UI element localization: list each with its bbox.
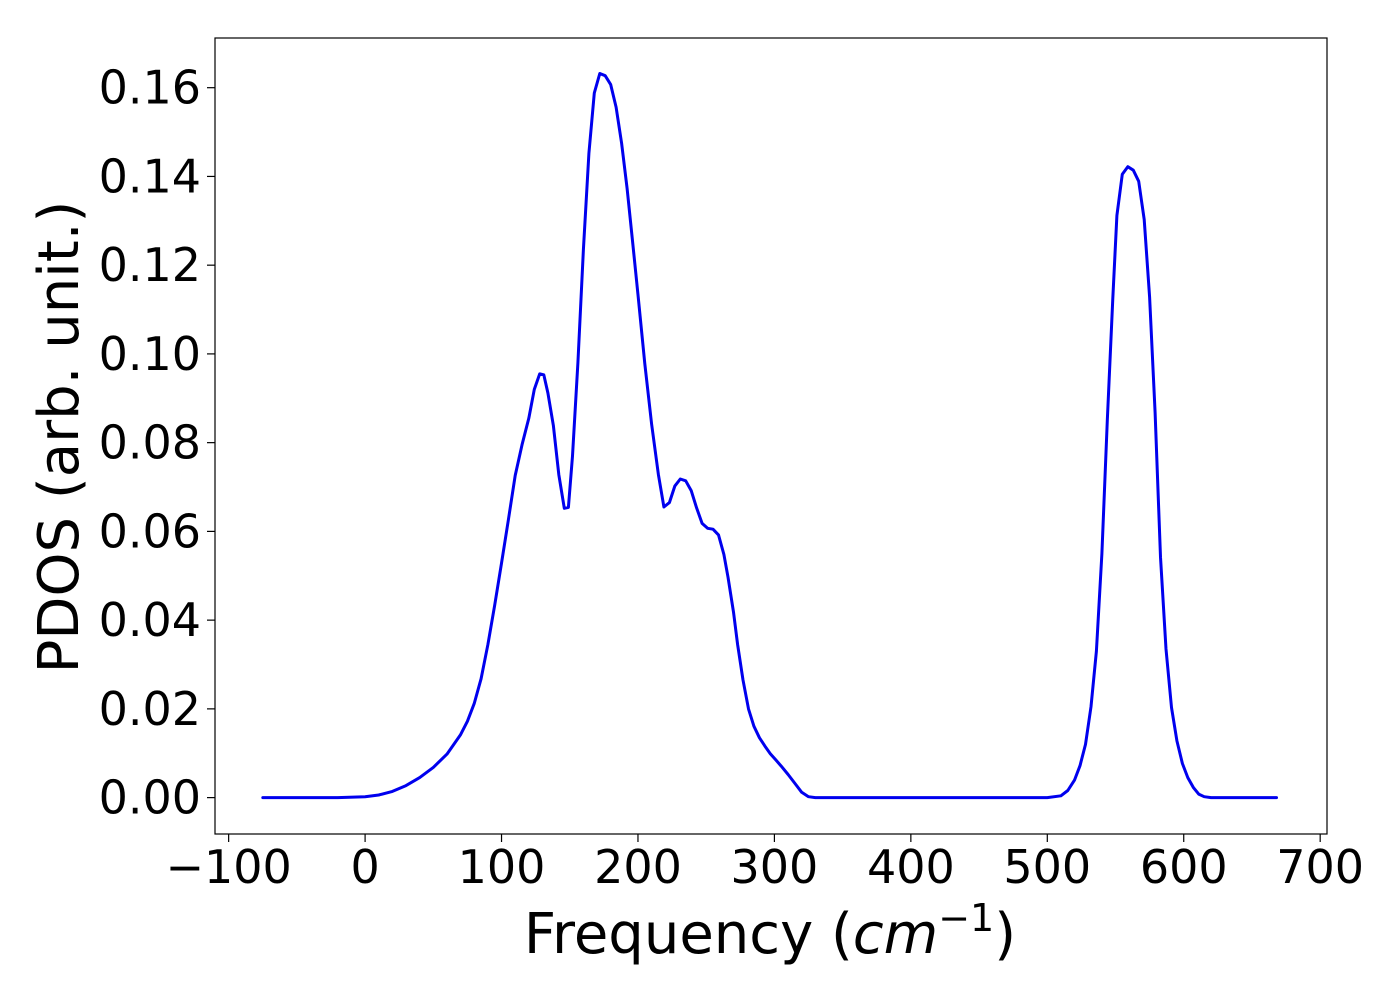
- x-tick-label: 100: [458, 840, 546, 894]
- y-tick-label: 0.10: [99, 327, 201, 381]
- y-tick-label: 0.04: [99, 593, 201, 647]
- y-tick-label: 0.06: [99, 504, 201, 558]
- x-tick-label: 700: [1276, 840, 1364, 894]
- plot-frame: [214, 37, 1328, 835]
- x-tick-label: 400: [867, 840, 955, 894]
- y-tick-label: 0.08: [99, 416, 201, 470]
- x-tick-label: −100: [165, 840, 291, 894]
- y-tick-label: 0.02: [99, 682, 201, 736]
- x-tick-label: 600: [1140, 840, 1228, 894]
- x-tick-label: 500: [1003, 840, 1091, 894]
- series-line-0: [261, 72, 1278, 800]
- y-axis-ticks: 0.00 0.02 0.04 0.06 0.08 0.10 0.12 0.14 0.16: [99, 61, 215, 825]
- y-tick-label: 0.00: [99, 771, 201, 825]
- x-tick-label: 0: [350, 840, 379, 894]
- x-tick-label: 300: [731, 840, 819, 894]
- y-tick-label: 0.16: [99, 61, 201, 115]
- x-axis-label: Frequency (cm−1): [524, 896, 1016, 967]
- y-tick-label: 0.14: [99, 149, 201, 203]
- y-axis-label: PDOS (arb. unit.): [27, 201, 92, 674]
- x-tick-label: 200: [594, 840, 682, 894]
- y-tick-label: 0.12: [99, 238, 201, 292]
- plot-area: [214, 37, 1328, 835]
- x-axis-ticks: −100 0 100 200 300 400 500 600 700: [165, 834, 1364, 894]
